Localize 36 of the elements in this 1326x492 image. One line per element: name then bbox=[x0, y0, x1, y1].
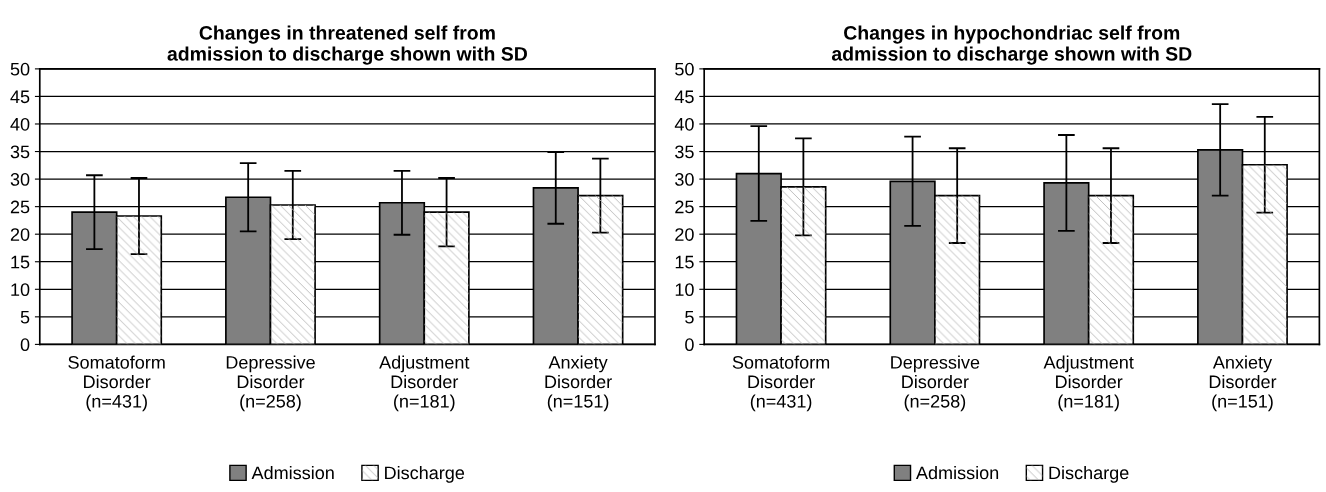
y-tick-label: 10 bbox=[11, 283, 30, 297]
y-tick-label: 5 bbox=[685, 310, 694, 324]
y-tick-label: 35 bbox=[675, 145, 694, 159]
y-tick-label: 50 bbox=[10, 62, 30, 76]
y-tick-label: 30 bbox=[10, 173, 30, 186]
y-tick-label: 45 bbox=[10, 90, 30, 104]
y-tick-label: 15 bbox=[675, 255, 694, 269]
y-tick-label: 5 bbox=[20, 310, 30, 324]
x-tick-label: Somatoform Disorder (n=431) bbox=[68, 355, 165, 412]
legend-label: Discharge bbox=[385, 465, 465, 483]
legend-label: Discharge bbox=[1049, 465, 1129, 483]
y-tick-label: 0 bbox=[685, 338, 694, 352]
y-tick-label: 20 bbox=[675, 228, 694, 241]
y-tick-label: 40 bbox=[674, 117, 694, 131]
y-tick-label: 35 bbox=[10, 145, 30, 159]
legend-label: Admission bbox=[251, 465, 334, 480]
x-tick-label: Adjustment Disorder (n=181) bbox=[1043, 355, 1134, 412]
x-tick-label: Anxiety Disorder (n=151) bbox=[1209, 355, 1277, 412]
y-tick-label: 45 bbox=[674, 90, 694, 104]
x-tick-label: Adjustment Disorder (n=181) bbox=[379, 355, 470, 412]
chart-title: Changes in threatened self from admission to discharge shown with SD bbox=[167, 25, 527, 65]
y-tick-label: 30 bbox=[675, 173, 694, 186]
legend-label: Admission bbox=[915, 465, 999, 480]
y-tick-label: 25 bbox=[10, 200, 30, 214]
y-tick-label: 20 bbox=[10, 228, 30, 241]
y-tick-label: 10 bbox=[675, 283, 694, 297]
y-tick-label: 25 bbox=[675, 200, 694, 214]
x-tick-label: Somatoform Disorder (n=431) bbox=[732, 355, 830, 412]
y-tick-label: 0 bbox=[20, 338, 30, 352]
y-tick-label: 40 bbox=[10, 117, 30, 131]
y-tick-label: 50 bbox=[675, 62, 694, 76]
chart-title: Changes in hypochondriac self from admission to discharge shown with SD bbox=[831, 25, 1192, 65]
x-tick-label: Depressive Disorder (n=258) bbox=[891, 355, 980, 412]
y-tick-label: 15 bbox=[11, 255, 30, 269]
x-tick-label: Depressive Disorder (n=258) bbox=[226, 355, 315, 412]
x-tick-label: Anxiety Disorder (n=151) bbox=[545, 355, 612, 412]
